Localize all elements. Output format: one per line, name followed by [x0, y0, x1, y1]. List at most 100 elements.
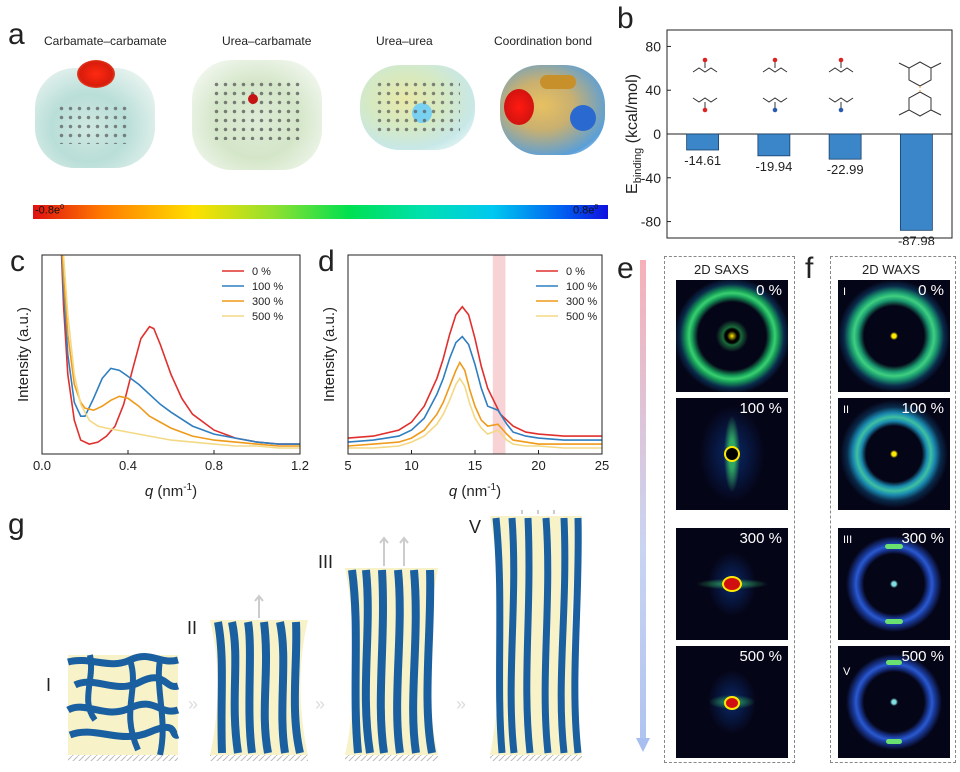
waxs-label-100: 100 %: [901, 400, 944, 417]
xlabel: q (nm-1): [449, 482, 501, 500]
colorbar-min-label: -0.8e0: [35, 204, 64, 217]
deformation-schematic: » » »: [66, 510, 582, 761]
molecule-urea-carbamate: [192, 60, 322, 170]
molecule-title-4: Coordination bond: [494, 34, 593, 48]
legend-label: 500 %: [252, 311, 283, 323]
xtick-label: 0.8: [205, 458, 223, 473]
waxs-label-0: 0 %: [918, 282, 944, 299]
xlabel: q (nm-1): [145, 482, 197, 500]
molecule-carbamate-carbamate: [35, 60, 155, 168]
saxs-frame: [664, 256, 795, 763]
waxs-label-500: 500 %: [901, 648, 944, 665]
waxs-pattern-100: II 100 %: [838, 398, 950, 510]
series-line: [348, 305, 602, 439]
xtick-label: 15: [468, 458, 482, 473]
panel-label-d: d: [318, 245, 335, 278]
series-line: [60, 255, 300, 445]
b-ytick-label: 0: [653, 126, 661, 142]
ylabel: Intensity (a.u.): [321, 307, 338, 402]
molecule-title-1: Carbamate–carbamate: [44, 34, 167, 48]
xtick-label: 0.0: [33, 458, 51, 473]
waxs-roman-500: V: [843, 666, 851, 678]
saxs-pattern-300: 300 %: [676, 528, 788, 640]
b-ytick-label: 80: [645, 38, 661, 54]
waxs-label-300: 300 %: [901, 530, 944, 547]
sample-stage-iii: [345, 536, 438, 761]
sample-stage-ii: [210, 594, 308, 761]
waxs-pattern-300: III 300 %: [838, 528, 950, 640]
waxs-pattern-0: I 0 %: [838, 280, 950, 392]
series-line: [348, 335, 602, 443]
waxs-frame: [830, 256, 956, 763]
b-bar: [899, 133, 933, 231]
saxs-pattern-500: 500 %: [676, 646, 788, 758]
b-ytick-label: 40: [645, 82, 661, 98]
svg-text:»: »: [456, 694, 466, 714]
saxs-profile-chart: 0.0 0.4 0.8 1.2 q (nm-1) Intensity (a.u.) 0 % 1…: [15, 254, 309, 500]
molecule-coordination-bond: [500, 65, 605, 155]
waxs-roman-100: II: [843, 404, 850, 416]
panel-label-e: e: [617, 252, 634, 285]
ylabel: Intensity (a.u.): [15, 307, 32, 402]
waxs-profile-chart: 5 10 15 20 25 q (nm-1) Intensity (a.u.) 0 % 100 …: [321, 254, 609, 500]
xtick-label: 1.2: [291, 458, 309, 473]
electrostatic-colorbar: [33, 205, 608, 219]
plot-frame: [347, 254, 603, 455]
legend-label: 300 %: [252, 296, 283, 308]
stage-label-iii: III: [318, 552, 334, 572]
saxs-label-0: 0 %: [756, 282, 782, 299]
saxs-pattern-100: 100 %: [676, 398, 788, 510]
b-ytick-label: -40: [641, 170, 661, 186]
series-line: [348, 376, 602, 449]
panel-label-f: f: [805, 252, 814, 285]
legend-label: 100 %: [566, 281, 597, 293]
b-ytick-label: -80: [641, 214, 661, 230]
svg-text:»: »: [315, 694, 325, 714]
colorbar-max-label: 0.8e0: [573, 204, 599, 217]
series-line: [348, 360, 602, 447]
b-bar-value: -22.99: [827, 162, 864, 177]
xtick-label: 0.4: [119, 458, 137, 473]
b-bar: [686, 133, 720, 151]
xtick-label: 5: [344, 458, 351, 473]
legend-label: 0 %: [566, 266, 585, 278]
xtick-label: 10: [404, 458, 418, 473]
stage-label-v: V: [469, 517, 482, 537]
strain-arrow: [636, 260, 650, 752]
saxs-title: 2D SAXS: [694, 262, 749, 277]
panel-label-g: g: [8, 508, 25, 541]
saxs-label-500: 500 %: [739, 648, 782, 665]
saxs-pattern-0: 0 %: [676, 280, 788, 392]
binding-energy-chart: -80 -40 0 40 80 Ebinding (kcal/mol) -14.61 -19…: [624, 29, 953, 245]
stage-label-ii: II: [187, 618, 198, 638]
series-line: [62, 255, 300, 449]
series-line: [61, 255, 300, 447]
molecule-urea-urea: [360, 65, 475, 150]
panel-label-c: c: [10, 245, 25, 278]
molecule-title-2: Urea–carbamate: [222, 34, 312, 48]
plot-frame: [41, 254, 301, 455]
b-bar-value: -19.94: [755, 159, 792, 174]
stage-label-i: I: [46, 675, 52, 695]
series-line: [61, 255, 300, 445]
waxs-title: 2D WAXS: [862, 262, 921, 277]
b-bar-value: -14.61: [684, 153, 721, 168]
waxs-pattern-500: V 500 %: [838, 646, 950, 758]
legend-label: 500 %: [566, 311, 597, 323]
molecule-title-3: Urea–urea: [376, 34, 433, 48]
b-bar-value: -87.98: [898, 233, 935, 245]
svg-text:»: »: [188, 694, 198, 714]
b-ylabel: Ebinding (kcal/mol): [624, 74, 644, 194]
panel-label-b: b: [617, 2, 634, 35]
legend-label: 300 %: [566, 296, 597, 308]
b-bar: [757, 133, 791, 157]
sample-stage-i: [66, 652, 180, 761]
legend-label: 0 %: [252, 266, 271, 278]
saxs-label-100: 100 %: [739, 400, 782, 417]
legend-label: 100 %: [252, 281, 283, 293]
saxs-label-300: 300 %: [739, 530, 782, 547]
b-bar: [828, 133, 862, 160]
panel-label-a: a: [8, 18, 25, 51]
xtick-label: 20: [531, 458, 545, 473]
waxs-roman-0: I: [843, 286, 847, 298]
